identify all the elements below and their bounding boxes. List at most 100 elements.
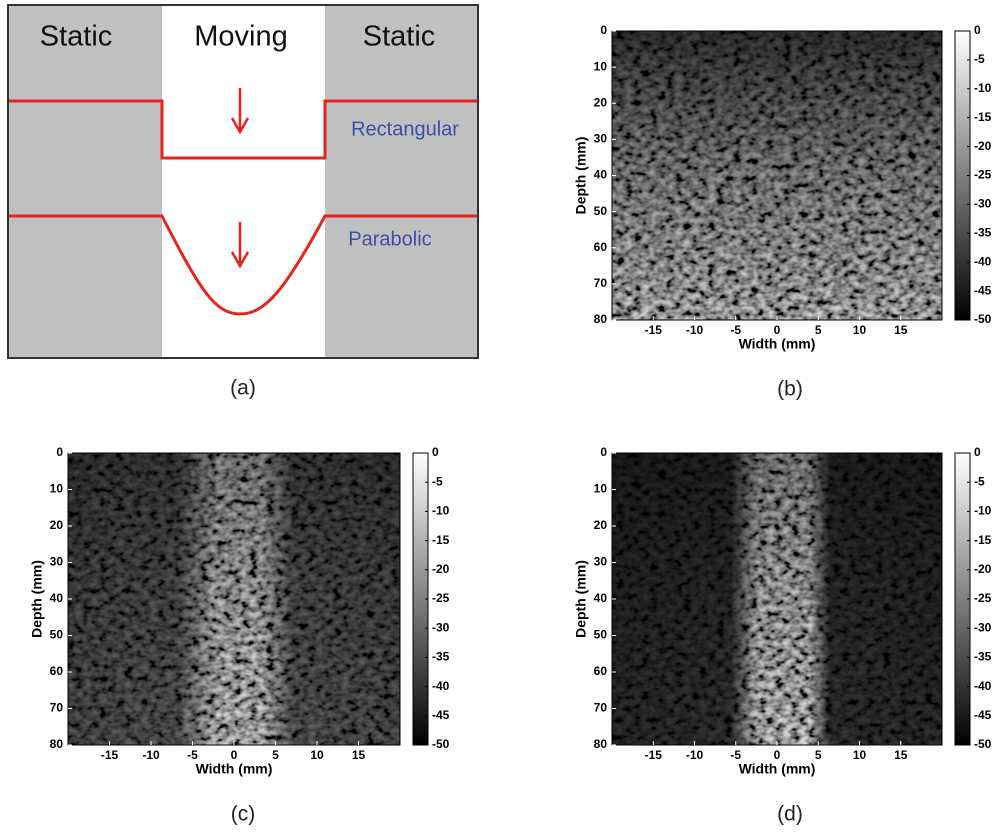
colorbar-tick-label: -35 <box>974 650 992 664</box>
x-tick-label: 15 <box>894 748 908 762</box>
y-tick-label: 50 <box>50 628 64 642</box>
y-tick-label: 0 <box>600 445 607 459</box>
x-tick-label: 0 <box>774 748 781 762</box>
colorbar-tick-label: -5 <box>974 52 985 66</box>
colorbar-tick-label: 0 <box>974 23 981 37</box>
x-tick-label: -15 <box>645 323 663 337</box>
x-tick-label: 5 <box>815 748 822 762</box>
colorbar-tick-label: -20 <box>974 139 992 153</box>
x-tick-label: -15 <box>645 748 663 762</box>
x-tick-label: 0 <box>774 323 781 337</box>
colorbar-tick-label: -50 <box>974 312 992 326</box>
intensity-shading <box>68 453 400 745</box>
region-label: Moving <box>194 21 288 53</box>
y-tick-label: 0 <box>600 23 607 37</box>
colorbar-tick-label: -25 <box>974 591 992 605</box>
y-tick-label: 60 <box>594 240 608 254</box>
intensity-shading <box>612 453 942 745</box>
colorbar-tick-label: -5 <box>974 474 985 488</box>
y-tick-label: 10 <box>594 482 608 496</box>
colorbar-tick-label: -45 <box>432 708 450 722</box>
x-tick-label: -15 <box>101 748 119 762</box>
profile-label: Parabolic <box>348 228 431 250</box>
parabolic-profile <box>9 214 477 316</box>
y-tick-label: 20 <box>594 95 608 109</box>
colorbar-tick-label: -50 <box>974 737 992 751</box>
x-tick-label: -10 <box>142 748 160 762</box>
colorbar-tick-label: -15 <box>432 533 450 547</box>
region-label: Static <box>363 21 436 53</box>
colorbar-tick-label: -20 <box>974 562 992 576</box>
intensity-shading <box>612 31 942 320</box>
static-region <box>325 6 477 357</box>
colorbar-tick-label: -20 <box>432 562 450 576</box>
x-tick-label: -10 <box>686 323 704 337</box>
colorbar-tick-label: -5 <box>432 474 443 488</box>
x-tick-label: 0 <box>231 748 238 762</box>
colorbar-tick-label: -35 <box>432 650 450 664</box>
colorbar-tick-label: -40 <box>432 679 450 693</box>
y-tick-label: 60 <box>594 664 608 678</box>
caption: (c) <box>231 803 256 826</box>
x-tick-label: 10 <box>310 748 324 762</box>
colorbar-tick-label: -45 <box>974 708 992 722</box>
y-tick-label: 10 <box>594 59 608 73</box>
x-tick-label: 10 <box>853 748 867 762</box>
y-tick-label: 10 <box>50 482 64 496</box>
region-label: Static <box>40 21 113 53</box>
static-region <box>9 6 162 357</box>
colorbar-tick-label: -15 <box>974 110 992 124</box>
y-axis-label: Depth (mm) <box>29 560 45 638</box>
colorbar-tick-label: -45 <box>974 283 992 297</box>
colorbar-tick-label: -40 <box>974 679 992 693</box>
y-axis-label: Depth (mm) <box>573 560 589 638</box>
y-tick-label: 70 <box>594 701 608 715</box>
y-tick-label: 20 <box>50 518 64 532</box>
y-tick-label: 70 <box>50 701 64 715</box>
profile-label: Rectangular <box>351 118 459 140</box>
x-tick-label: 15 <box>352 748 366 762</box>
y-tick-label: 70 <box>594 276 608 290</box>
y-axis-label: Depth (mm) <box>573 137 589 215</box>
x-tick-label: 5 <box>815 323 822 337</box>
x-axis-label: Width (mm) <box>739 336 816 352</box>
colorbar-tick-label: 0 <box>432 445 439 459</box>
x-tick-label: -5 <box>187 748 198 762</box>
y-tick-label: 40 <box>50 591 64 605</box>
x-tick-label: -5 <box>730 323 741 337</box>
panel-a: Static Moving Static Rectangular Parabol… <box>7 4 479 400</box>
y-tick-label: 80 <box>594 737 608 751</box>
y-tick-label: 30 <box>594 555 608 569</box>
colorbar-tick-label: 0 <box>974 445 981 459</box>
y-tick-label: 0 <box>56 445 63 459</box>
x-tick-label: -5 <box>730 748 741 762</box>
y-tick-label: 40 <box>594 591 608 605</box>
x-tick-label: 5 <box>272 748 279 762</box>
x-tick-label: -10 <box>686 748 704 762</box>
y-tick-label: 30 <box>50 555 64 569</box>
colorbar-tick-label: -30 <box>974 620 992 634</box>
y-tick-label: 20 <box>594 518 608 532</box>
arrow <box>230 222 250 269</box>
colorbar-tick-label: -10 <box>432 504 450 518</box>
arrow <box>230 88 250 135</box>
y-tick-label: 30 <box>594 132 608 146</box>
caption: (d) <box>777 803 803 826</box>
caption: (a) <box>230 377 256 400</box>
y-tick-label: 50 <box>594 628 608 642</box>
y-tick-label: 80 <box>50 737 64 751</box>
x-axis-label: Width (mm) <box>196 761 273 777</box>
colorbar-tick-label: -25 <box>432 591 450 605</box>
y-tick-label: 40 <box>594 168 608 182</box>
caption: (b) <box>777 378 803 401</box>
y-tick-label: 80 <box>594 312 608 326</box>
colorbar-tick-label: -40 <box>974 254 992 268</box>
colorbar-tick-label: -15 <box>974 533 992 547</box>
y-tick-label: 50 <box>594 204 608 218</box>
colorbar-tick-label: -30 <box>432 620 450 634</box>
x-tick-label: 10 <box>853 323 867 337</box>
